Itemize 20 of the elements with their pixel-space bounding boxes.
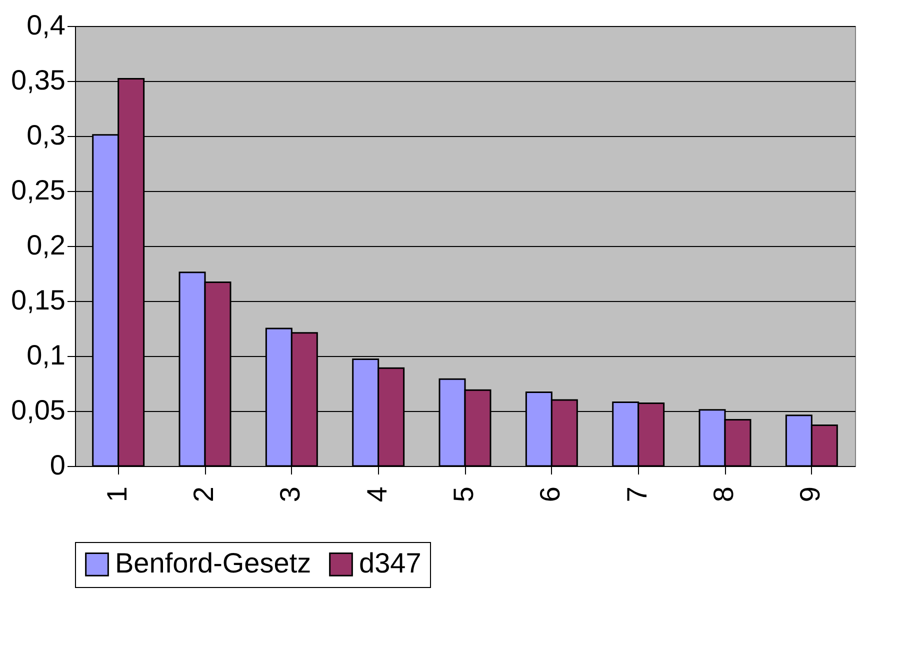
y-tick-label: 0 <box>50 450 66 480</box>
y-tick-label: 0,25 <box>11 174 66 206</box>
y-tick-label: 0,4 <box>26 10 66 40</box>
x-tick-label: 6 <box>534 486 566 502</box>
y-tick-label: 0,05 <box>11 394 66 426</box>
y-tick-label: 0,1 <box>26 340 66 370</box>
y-tick-label: 0,35 <box>11 64 66 96</box>
x-tick-label: 7 <box>621 486 652 502</box>
x-tick-label: 3 <box>274 486 306 502</box>
x-tick-label: 9 <box>794 486 826 502</box>
y-tick-label: 0,3 <box>26 120 66 150</box>
x-tick-label: 8 <box>708 486 739 502</box>
x-tick-label: 1 <box>101 486 132 502</box>
y-tick-label: 0,15 <box>11 284 66 316</box>
x-tick-label: 2 <box>188 486 219 502</box>
x-tick-label: 5 <box>448 486 479 502</box>
legend-label: Benford-Gesetz <box>115 547 312 578</box>
y-tick-label: 0,2 <box>26 230 66 260</box>
x-tick-label: 4 <box>361 486 392 502</box>
legend-label: d347 <box>359 547 422 578</box>
